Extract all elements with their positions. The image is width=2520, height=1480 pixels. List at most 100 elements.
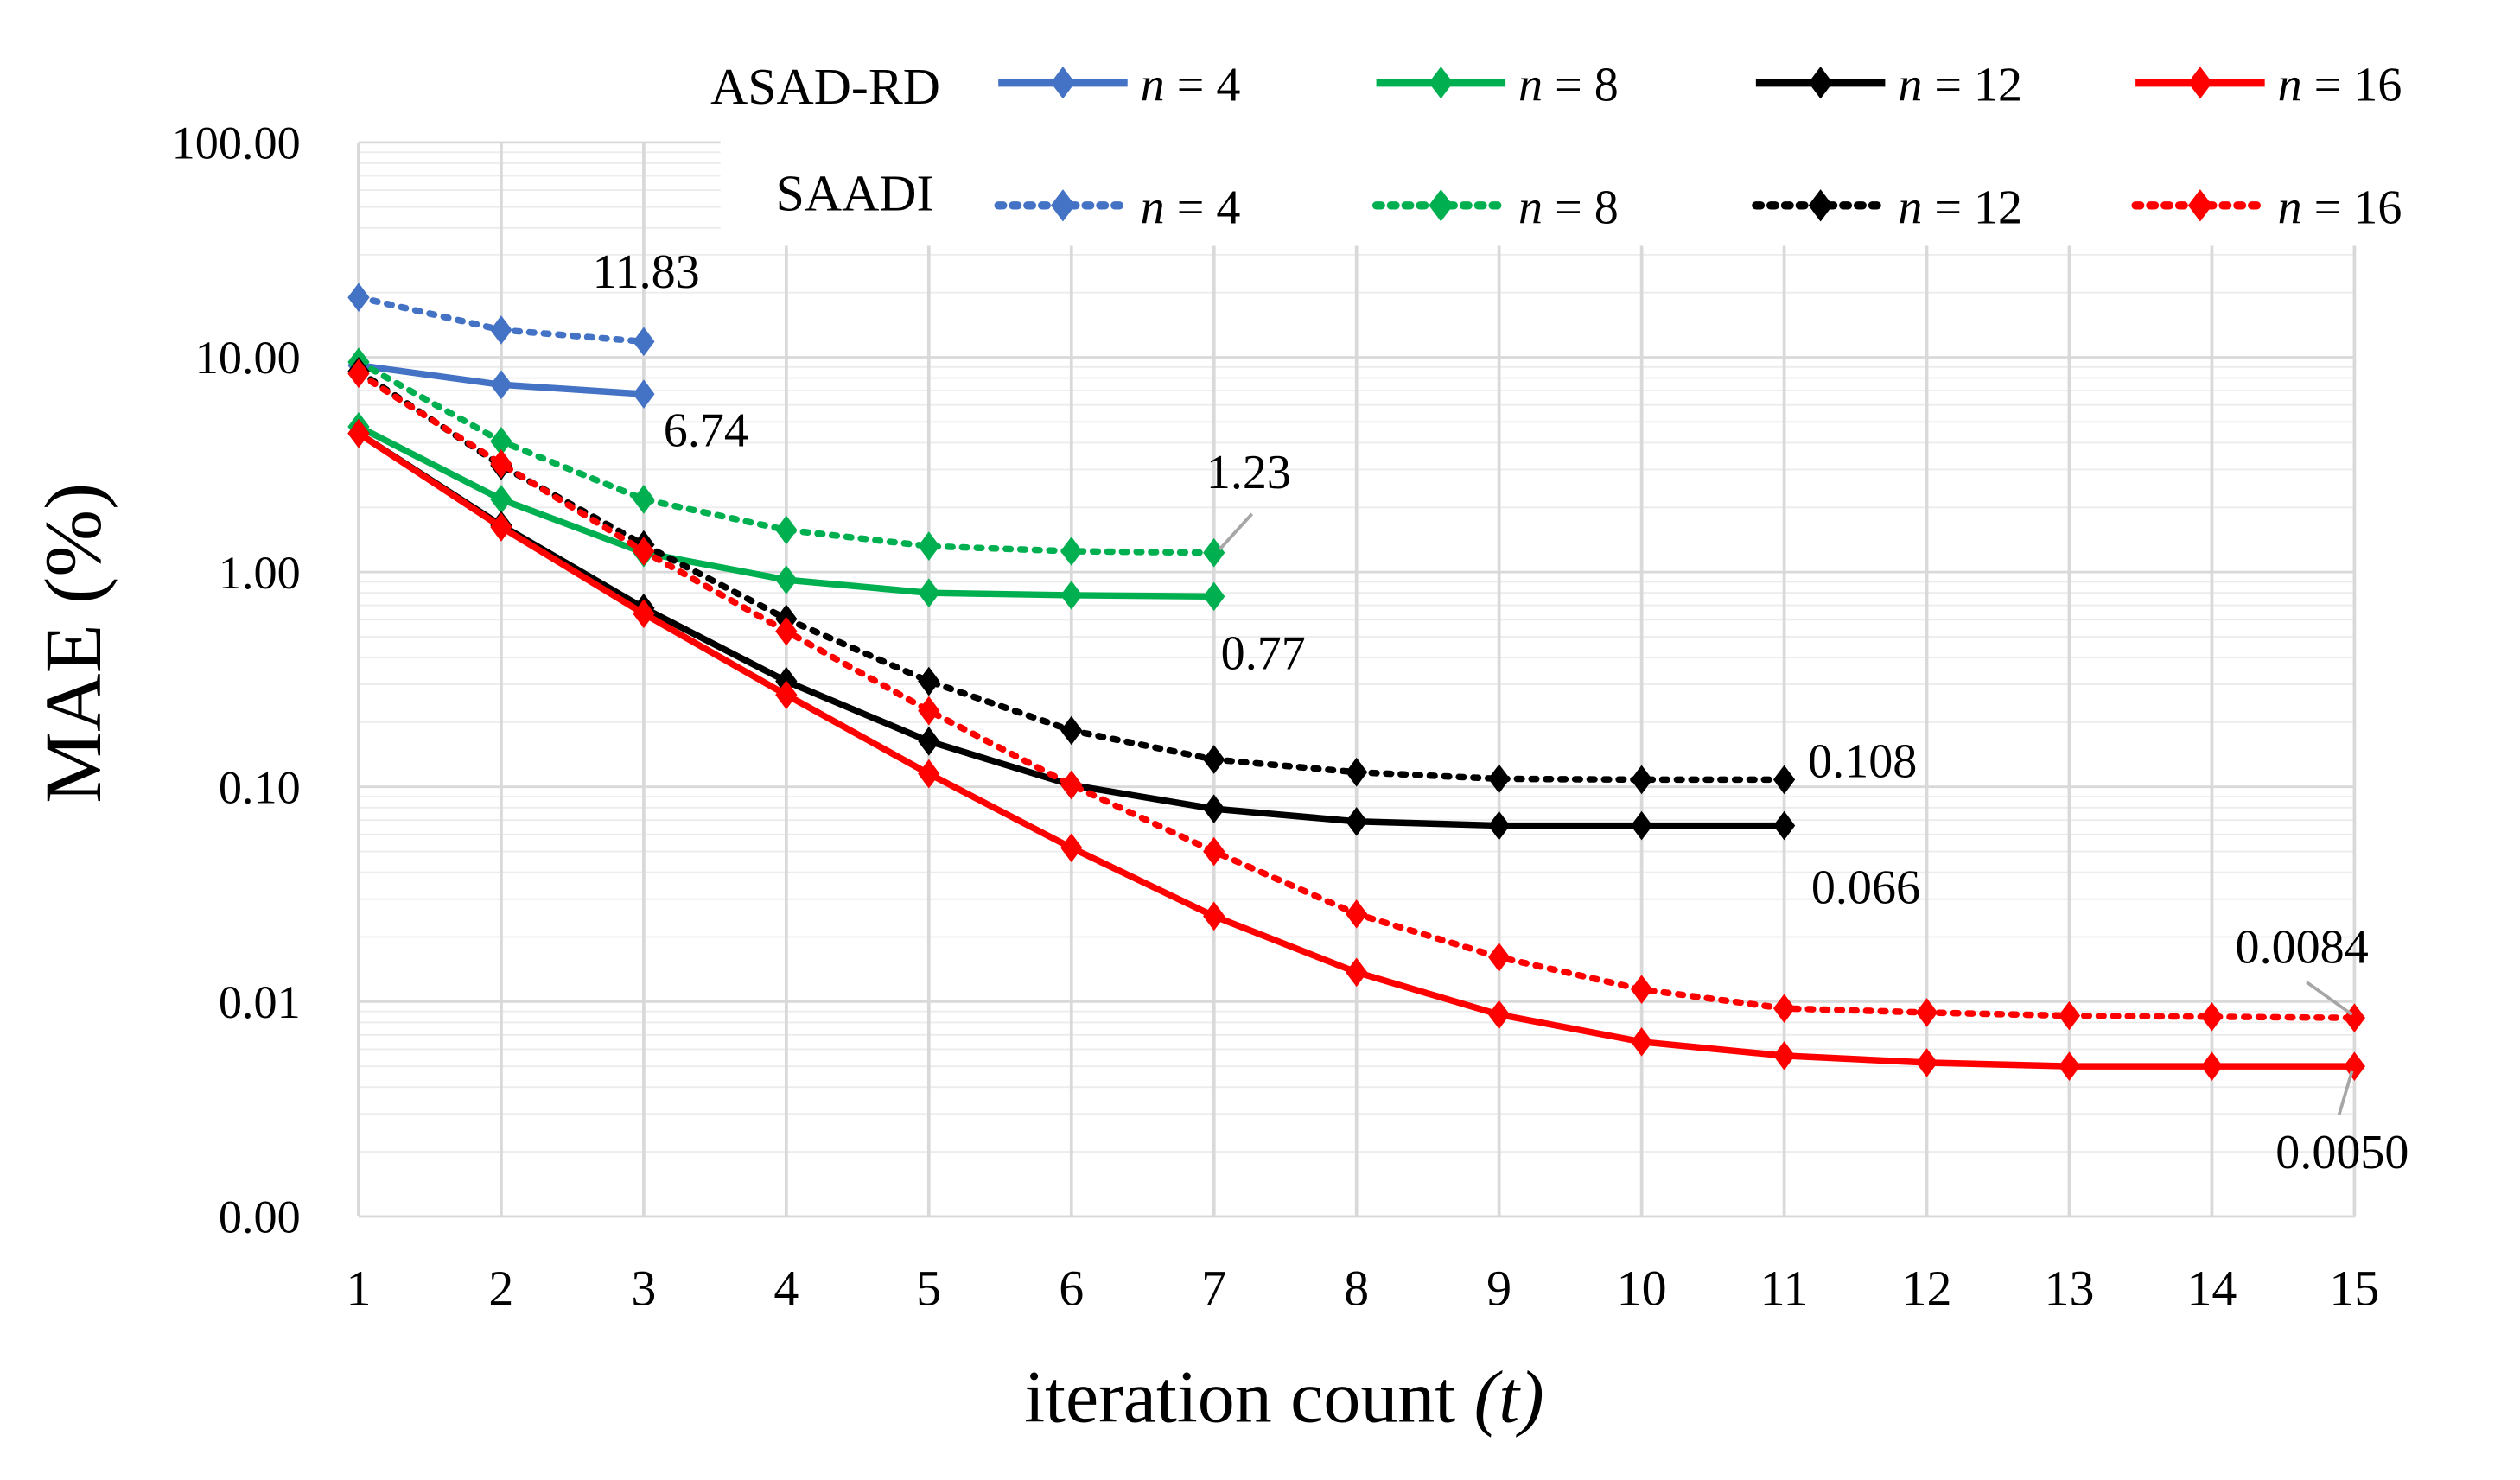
data-point <box>1060 770 1083 800</box>
data-point <box>633 485 655 514</box>
leader-line <box>1218 512 1254 551</box>
data-point <box>2058 1000 2081 1031</box>
data-point <box>918 666 940 696</box>
data-point <box>775 616 798 646</box>
legend-label: n = 4 <box>1141 58 1241 111</box>
data-point <box>775 515 798 545</box>
x-tick-label: 4 <box>773 1261 799 1317</box>
data-point <box>1488 1000 1511 1030</box>
x-tick-label: 9 <box>1486 1261 1511 1317</box>
data-point <box>2200 1002 2224 1032</box>
y-axis-label: MAE (%) <box>29 483 118 804</box>
data-label: 6.74 <box>664 403 748 457</box>
legend-item: n = 12 <box>1755 58 2022 111</box>
data-point <box>1772 994 1796 1023</box>
data-point <box>775 680 798 710</box>
data-point <box>1429 189 1454 222</box>
y-tick-label: 1.00 <box>219 547 301 599</box>
data-point <box>633 537 655 566</box>
leader-line <box>2306 981 2353 1016</box>
data-point <box>1060 833 1083 863</box>
x-tick-label: 5 <box>916 1261 941 1317</box>
data-point <box>2058 1051 2081 1081</box>
data-point <box>633 327 655 357</box>
annotations: 11.83 6.74 1.23 0.77 0.108 0.066 0.0084 0.0050 <box>593 245 2409 1179</box>
data-point <box>1203 836 1225 867</box>
legend-n-value: = 16 <box>2302 58 2402 111</box>
data-point <box>1772 810 1796 841</box>
x-tick-label: 3 <box>631 1261 656 1317</box>
legend-group-label: ASAD-RD <box>710 58 940 115</box>
legend-n-symbol: n <box>1518 181 1543 234</box>
data-label: 0.77 <box>1221 626 1306 680</box>
data-label: 11.83 <box>593 245 700 299</box>
data-point <box>1203 745 1225 774</box>
data-point <box>1060 537 1083 566</box>
y-tick-label: 0.00 <box>219 1191 301 1243</box>
data-point <box>490 449 512 479</box>
data-point <box>633 379 655 409</box>
data-label: 1.23 <box>1206 446 1291 499</box>
legend-n-value: = 12 <box>1922 181 2022 234</box>
data-point <box>918 578 940 608</box>
data-point <box>918 696 940 726</box>
data-point <box>1915 1048 1938 1077</box>
data-label: 0.066 <box>1811 861 1920 914</box>
x-tick-label: 14 <box>2186 1261 2237 1317</box>
data-point <box>1203 901 1225 931</box>
x-axis-label-var: (t) <box>1474 1355 1544 1438</box>
data-label: 0.0050 <box>2275 1126 2409 1179</box>
x-tick-label: 13 <box>2045 1261 2095 1317</box>
data-point <box>1203 537 1225 568</box>
legend-item: n = 16 <box>2131 181 2402 234</box>
data-point <box>1630 975 1653 1004</box>
legend-label: n = 8 <box>1518 58 1619 111</box>
x-tick-label: 1 <box>346 1261 371 1317</box>
data-point <box>490 370 512 400</box>
x-tick-label: 15 <box>2329 1261 2379 1317</box>
data-point <box>490 512 512 542</box>
legend-item: n = 4 <box>998 58 1240 111</box>
legend-n-symbol: n <box>1141 58 1165 111</box>
data-point <box>918 727 940 756</box>
legend-n-value: = 16 <box>2302 181 2402 234</box>
x-tick-label: 11 <box>1760 1261 1809 1317</box>
series-saadi-n-4 <box>347 283 655 357</box>
data-label: 0.108 <box>1808 734 1917 788</box>
x-tick-label: 12 <box>1902 1261 1952 1317</box>
y-tick-label: 0.01 <box>219 976 301 1028</box>
data-point <box>2343 1003 2366 1032</box>
legend-n-value: = 8 <box>1543 58 1619 111</box>
leader-line <box>2337 1070 2354 1115</box>
y-tick-label: 0.10 <box>219 761 301 813</box>
y-tick-label: 10.00 <box>195 332 301 384</box>
data-point <box>1060 715 1083 746</box>
data-point <box>2187 67 2212 99</box>
legend-label: n = 12 <box>1898 181 2022 234</box>
data-point <box>1346 806 1368 836</box>
legend-n-symbol: n <box>1141 181 1165 234</box>
legend-n-symbol: n <box>1898 58 1922 111</box>
legend-label: n = 16 <box>2278 58 2402 111</box>
data-point <box>1050 67 1075 99</box>
data-point <box>633 599 655 629</box>
legend-n-symbol: n <box>2278 58 2302 111</box>
data-point <box>2200 1051 2224 1081</box>
data-point <box>2343 1051 2366 1081</box>
legend-n-symbol: n <box>1898 181 1922 234</box>
data-point <box>1346 899 1368 929</box>
legend-label: n = 16 <box>2278 181 2402 234</box>
data-point <box>775 565 798 594</box>
legend-n-value: = 4 <box>1165 181 1241 234</box>
data-point <box>1050 189 1075 222</box>
x-tick-label: 7 <box>1201 1261 1226 1317</box>
data-point <box>918 759 940 789</box>
legend-item: n = 8 <box>1376 58 1619 111</box>
x-tick-label: 8 <box>1344 1261 1369 1317</box>
data-point <box>1488 943 1511 972</box>
x-tick-label: 6 <box>1059 1261 1084 1317</box>
x-axis-label: iteration count (t) <box>1024 1355 1544 1438</box>
data-point <box>1203 581 1225 612</box>
legend-label: n = 8 <box>1518 181 1619 234</box>
